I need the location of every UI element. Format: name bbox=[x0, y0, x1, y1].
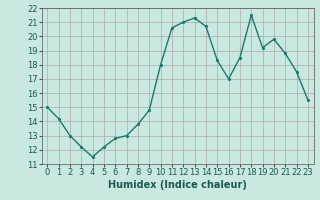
X-axis label: Humidex (Indice chaleur): Humidex (Indice chaleur) bbox=[108, 180, 247, 190]
